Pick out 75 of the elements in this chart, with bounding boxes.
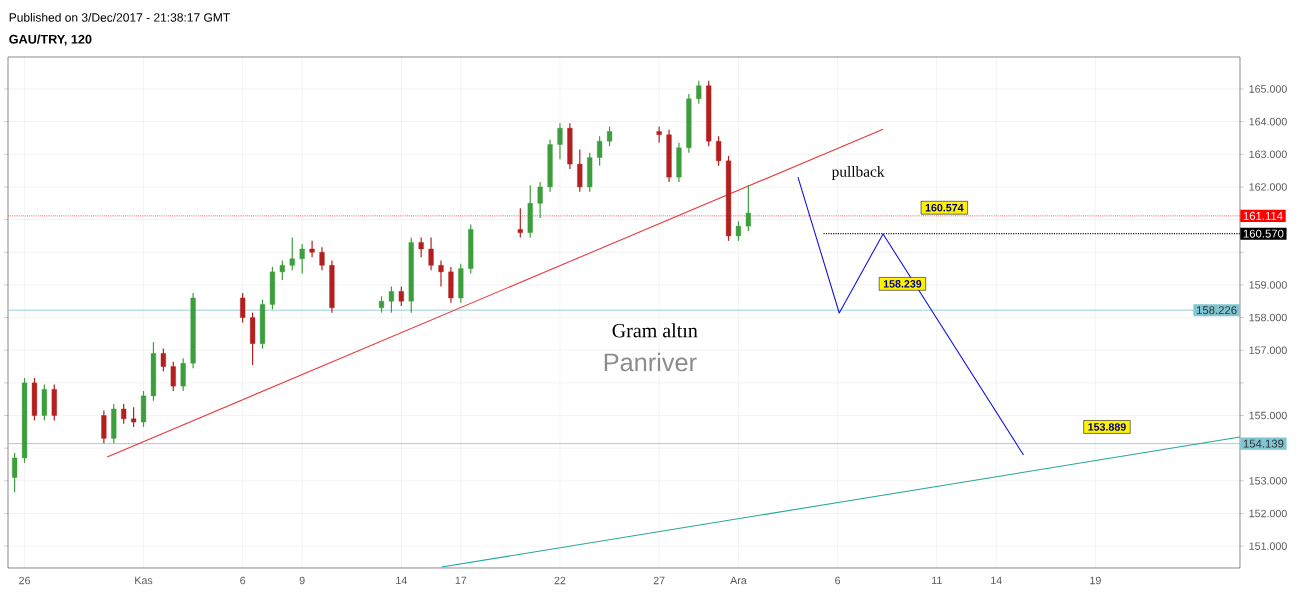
candlestick <box>468 223 474 275</box>
candlestick <box>240 292 246 324</box>
annotation: 158.239 <box>883 280 922 288</box>
candlestick <box>12 452 18 493</box>
candlestick <box>716 135 722 167</box>
candlestick <box>696 80 702 105</box>
y-tick-label: 155.000 <box>1249 411 1287 420</box>
candlestick <box>597 135 603 167</box>
candlestick <box>289 236 295 271</box>
candlestick <box>140 390 147 428</box>
candlestick <box>418 236 424 258</box>
candlestick <box>517 207 523 239</box>
annotation: 160.574 <box>925 203 964 212</box>
candlestick <box>111 403 117 444</box>
candlestick <box>577 148 583 193</box>
x-tick-label: 26 <box>19 576 30 585</box>
candlestick <box>170 361 176 392</box>
y-tick-label: 157.000 <box>1249 346 1287 354</box>
x-tick-label: 11 <box>932 576 942 585</box>
x-tick-label: 19 <box>1090 576 1101 585</box>
y-tick-label: 158.000 <box>1249 313 1287 322</box>
annotation: Gram altın <box>612 323 698 338</box>
candlestick <box>309 240 315 258</box>
candlestick <box>587 152 593 193</box>
x-tick-label: 27 <box>653 576 665 585</box>
candlestick <box>21 377 28 464</box>
candlestick <box>299 243 305 275</box>
ref-line-label: 161.114 <box>1243 211 1283 220</box>
candlestick <box>150 341 157 402</box>
annotation: pullback <box>831 166 885 180</box>
y-tick-label: 162.000 <box>1249 183 1287 191</box>
candlestick <box>408 236 414 314</box>
candlestick <box>706 80 712 147</box>
candlestick <box>250 312 256 366</box>
candlestick <box>398 285 404 307</box>
y-tick-label: 165.000 <box>1249 85 1287 93</box>
annotation: 160.570 <box>1243 229 1284 238</box>
candlestick <box>606 125 613 147</box>
x-tick-label: 6 <box>240 576 246 585</box>
x-tick-label: 9 <box>299 576 305 585</box>
candlestick <box>725 155 732 242</box>
candlestick <box>269 266 276 310</box>
candlestick <box>527 184 533 239</box>
candlestick <box>279 259 285 281</box>
x-tick-label: 22 <box>554 576 566 585</box>
candlestick <box>121 403 127 425</box>
y-tick-label: 153.000 <box>1249 477 1287 485</box>
candlestick <box>745 184 751 232</box>
candlestick <box>180 357 186 392</box>
x-tick-label: Ara <box>730 576 747 585</box>
candlestick <box>41 383 47 421</box>
y-tick-label: 163.000 <box>1249 150 1287 159</box>
candlestick <box>131 406 137 428</box>
candlestick <box>31 377 38 421</box>
x-tick-label: 14 <box>396 576 407 585</box>
ref-line-label: 154.139 <box>1243 439 1284 448</box>
chart-subtitle: Published on 3/Dec/2017 - 21:38:17 GMT <box>9 12 230 22</box>
x-tick-label: 17 <box>455 576 467 585</box>
annotation: 153.889 <box>1088 423 1126 431</box>
candlestick <box>735 220 742 242</box>
candlestick <box>259 298 266 350</box>
candlestick <box>458 263 464 304</box>
y-tick-label: 152.000 <box>1249 509 1287 518</box>
candlestick <box>388 285 394 314</box>
annotation: Panriver <box>604 352 697 372</box>
x-tick-label: 14 <box>991 576 1002 585</box>
x-tick-label: 6 <box>835 576 841 585</box>
candlestick <box>160 347 166 373</box>
y-tick-label: 159.000 <box>1249 281 1287 289</box>
y-tick-label: 151.000 <box>1249 542 1287 550</box>
y-tick-label: 164.000 <box>1249 117 1287 126</box>
ref-line-label: 158.226 <box>1196 306 1237 315</box>
candlestick <box>51 383 57 421</box>
chart-title: GAU/TRY, 120 <box>9 34 92 46</box>
x-tick-label: Kas <box>135 576 153 585</box>
